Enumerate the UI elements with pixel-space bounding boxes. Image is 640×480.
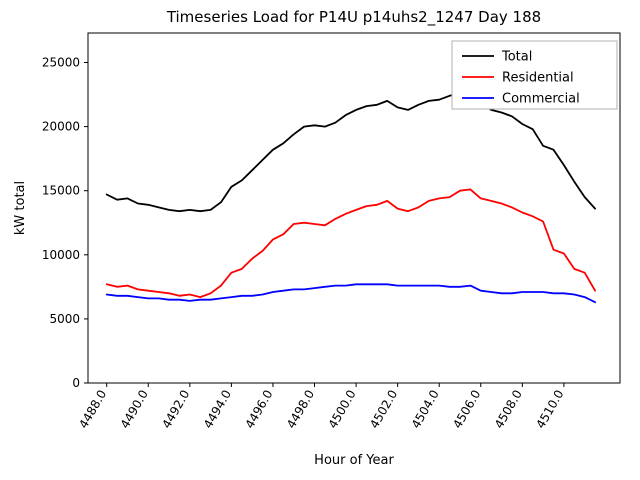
x-tick-label: 4508.0 <box>492 388 525 431</box>
chart-title: Timeseries Load for P14U p14uhs2_1247 Da… <box>166 8 541 27</box>
y-tick-label: 25000 <box>42 55 80 69</box>
x-tick-label: 4488.0 <box>76 388 109 431</box>
x-tick-label: 4502.0 <box>367 388 400 431</box>
residential-line <box>105 188 596 299</box>
x-tick-label: 4496.0 <box>242 388 275 431</box>
legend-label-total: Total <box>501 50 532 65</box>
x-tick-label: 4490.0 <box>118 388 151 431</box>
x-tick-label: 4510.0 <box>533 388 566 431</box>
x-tick-label: 4492.0 <box>159 388 192 431</box>
y-tick-label: 5000 <box>49 312 80 326</box>
x-tick-label: 4504.0 <box>409 388 442 431</box>
y-axis-label: kW total <box>13 181 28 235</box>
legend-label-commercial: Commercial <box>502 92 580 107</box>
y-tick-label: 10000 <box>42 248 80 262</box>
y-tick-label: 15000 <box>42 184 80 198</box>
y-tick-label: 0 <box>72 376 80 390</box>
x-tick-label: 4494.0 <box>201 388 234 431</box>
total-line <box>105 92 596 213</box>
x-tick-label: 4498.0 <box>284 388 317 431</box>
x-axis-label: Hour of Year <box>314 453 394 468</box>
x-tick-label: 4500.0 <box>326 388 359 431</box>
legend-label-residential: Residential <box>502 71 574 86</box>
y-tick-label: 20000 <box>42 120 80 134</box>
commercial-line <box>105 283 596 304</box>
x-tick-label: 4506.0 <box>450 388 483 431</box>
